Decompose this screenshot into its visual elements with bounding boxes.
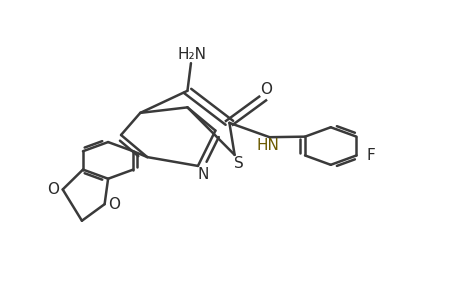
Text: H₂N: H₂N [177, 47, 206, 62]
Text: O: O [260, 82, 272, 97]
Text: S: S [234, 156, 244, 171]
Text: N: N [198, 167, 209, 182]
Text: F: F [367, 148, 376, 163]
Text: HN: HN [257, 138, 279, 153]
Text: O: O [47, 182, 59, 197]
Text: O: O [108, 197, 120, 212]
